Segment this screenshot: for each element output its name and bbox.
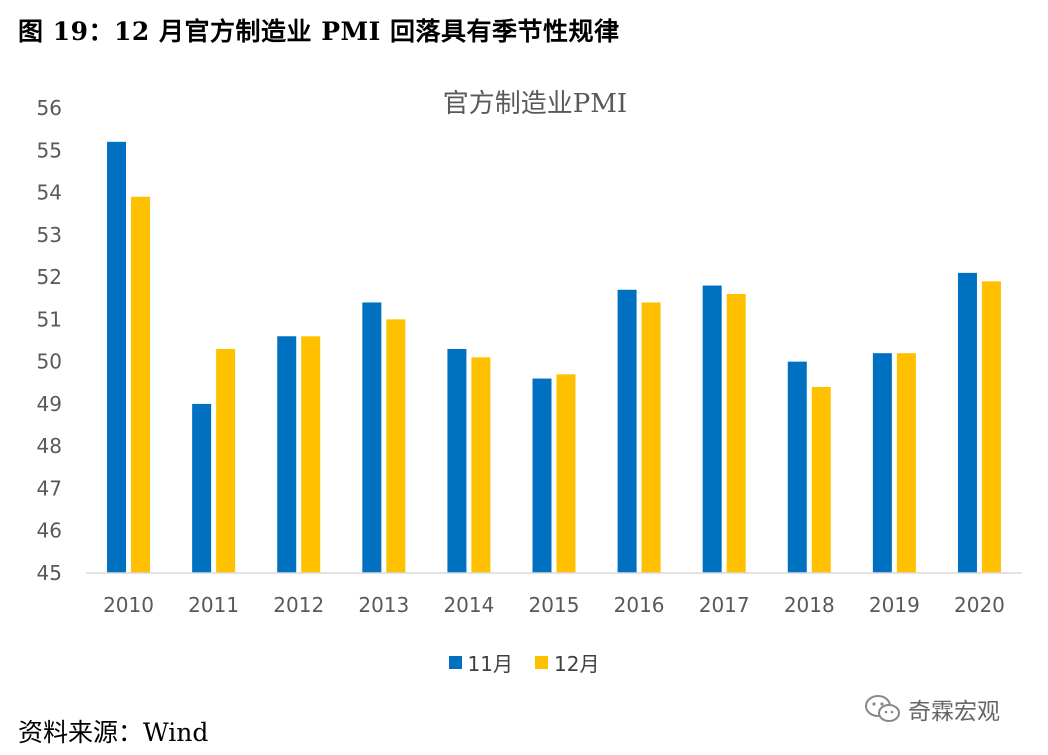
bar-nov-2010 — [107, 141, 127, 573]
y-tick-label: 47 — [37, 476, 62, 500]
y-tick-label: 51 — [37, 307, 62, 331]
x-tick-label: 2011 — [188, 593, 239, 617]
y-tick-label: 52 — [37, 265, 62, 289]
bar-nov-2013 — [362, 302, 382, 573]
bar-dec-2013 — [386, 319, 406, 573]
bar-dec-2017 — [726, 294, 746, 573]
bar-nov-2015 — [532, 378, 552, 573]
x-axis-ticks: 2010 2011 2012 2013 2014 2015 2016 2017 2018 2019… — [103, 593, 1005, 617]
y-tick-label: 49 — [37, 392, 62, 416]
legend-item-nov: 11月 — [448, 648, 513, 677]
x-tick-label: 2019 — [869, 593, 920, 617]
legend-item-dec: 12月 — [535, 648, 599, 677]
figure-caption: 图 19：12 月官方制造业 PMI 回落具有季节性规律 — [18, 17, 620, 46]
bar-nov-2019 — [872, 353, 892, 573]
x-tick-label: 2015 — [529, 593, 580, 617]
x-tick-label: 2018 — [784, 593, 835, 617]
legend-swatch-dec — [535, 656, 548, 669]
y-tick-label: 56 — [37, 96, 62, 120]
wechat-icon — [865, 695, 900, 722]
x-tick-label: 2012 — [273, 593, 324, 617]
bar-dec-2015 — [556, 374, 576, 573]
bar-dec-2018 — [811, 387, 831, 573]
y-tick-label: 48 — [37, 434, 62, 458]
bar-nov-2012 — [277, 336, 297, 573]
x-tick-label: 2016 — [614, 593, 665, 617]
legend: 11月 12月 — [0, 648, 1048, 677]
x-tick-label: 2014 — [443, 593, 494, 617]
legend-label-dec: 12月 — [554, 652, 600, 676]
bar-nov-2020 — [957, 272, 977, 573]
bar-dec-2014 — [471, 357, 491, 573]
bar-dec-2016 — [641, 302, 661, 573]
y-axis-ticks: 45 46 47 48 49 50 51 52 53 54 55 56 — [37, 96, 62, 585]
y-tick-label: 54 — [37, 181, 62, 205]
y-tick-label: 55 — [37, 138, 62, 162]
bar-nov-2018 — [787, 361, 807, 573]
y-tick-label: 45 — [37, 561, 62, 585]
bar-dec-2020 — [981, 281, 1001, 573]
bar-dec-2011 — [216, 348, 236, 573]
x-tick-label: 2017 — [699, 593, 750, 617]
watermark-text: 奇霖宏观 — [908, 699, 1000, 725]
bar-nov-2016 — [617, 289, 637, 573]
chart-title: 官方制造业PMI — [443, 89, 627, 119]
y-tick-label: 50 — [37, 350, 62, 374]
bar-dec-2010 — [131, 196, 151, 574]
bar-nov-2017 — [702, 285, 722, 573]
bar-nov-2011 — [192, 403, 212, 573]
watermark: 奇霖宏观 — [864, 692, 1000, 726]
bar-nov-2014 — [447, 348, 467, 573]
source-note: 资料来源：Wind — [18, 718, 209, 747]
x-tick-label: 2013 — [358, 593, 409, 617]
y-tick-label: 53 — [37, 223, 62, 247]
legend-label-nov: 11月 — [467, 652, 513, 676]
x-tick-label: 2020 — [954, 593, 1005, 617]
bar-dec-2012 — [301, 336, 321, 573]
bars-group — [107, 141, 1001, 574]
x-tick-label: 2010 — [103, 593, 154, 617]
y-tick-label: 46 — [37, 519, 62, 543]
bar-dec-2019 — [896, 353, 916, 573]
legend-swatch-nov — [448, 656, 462, 669]
